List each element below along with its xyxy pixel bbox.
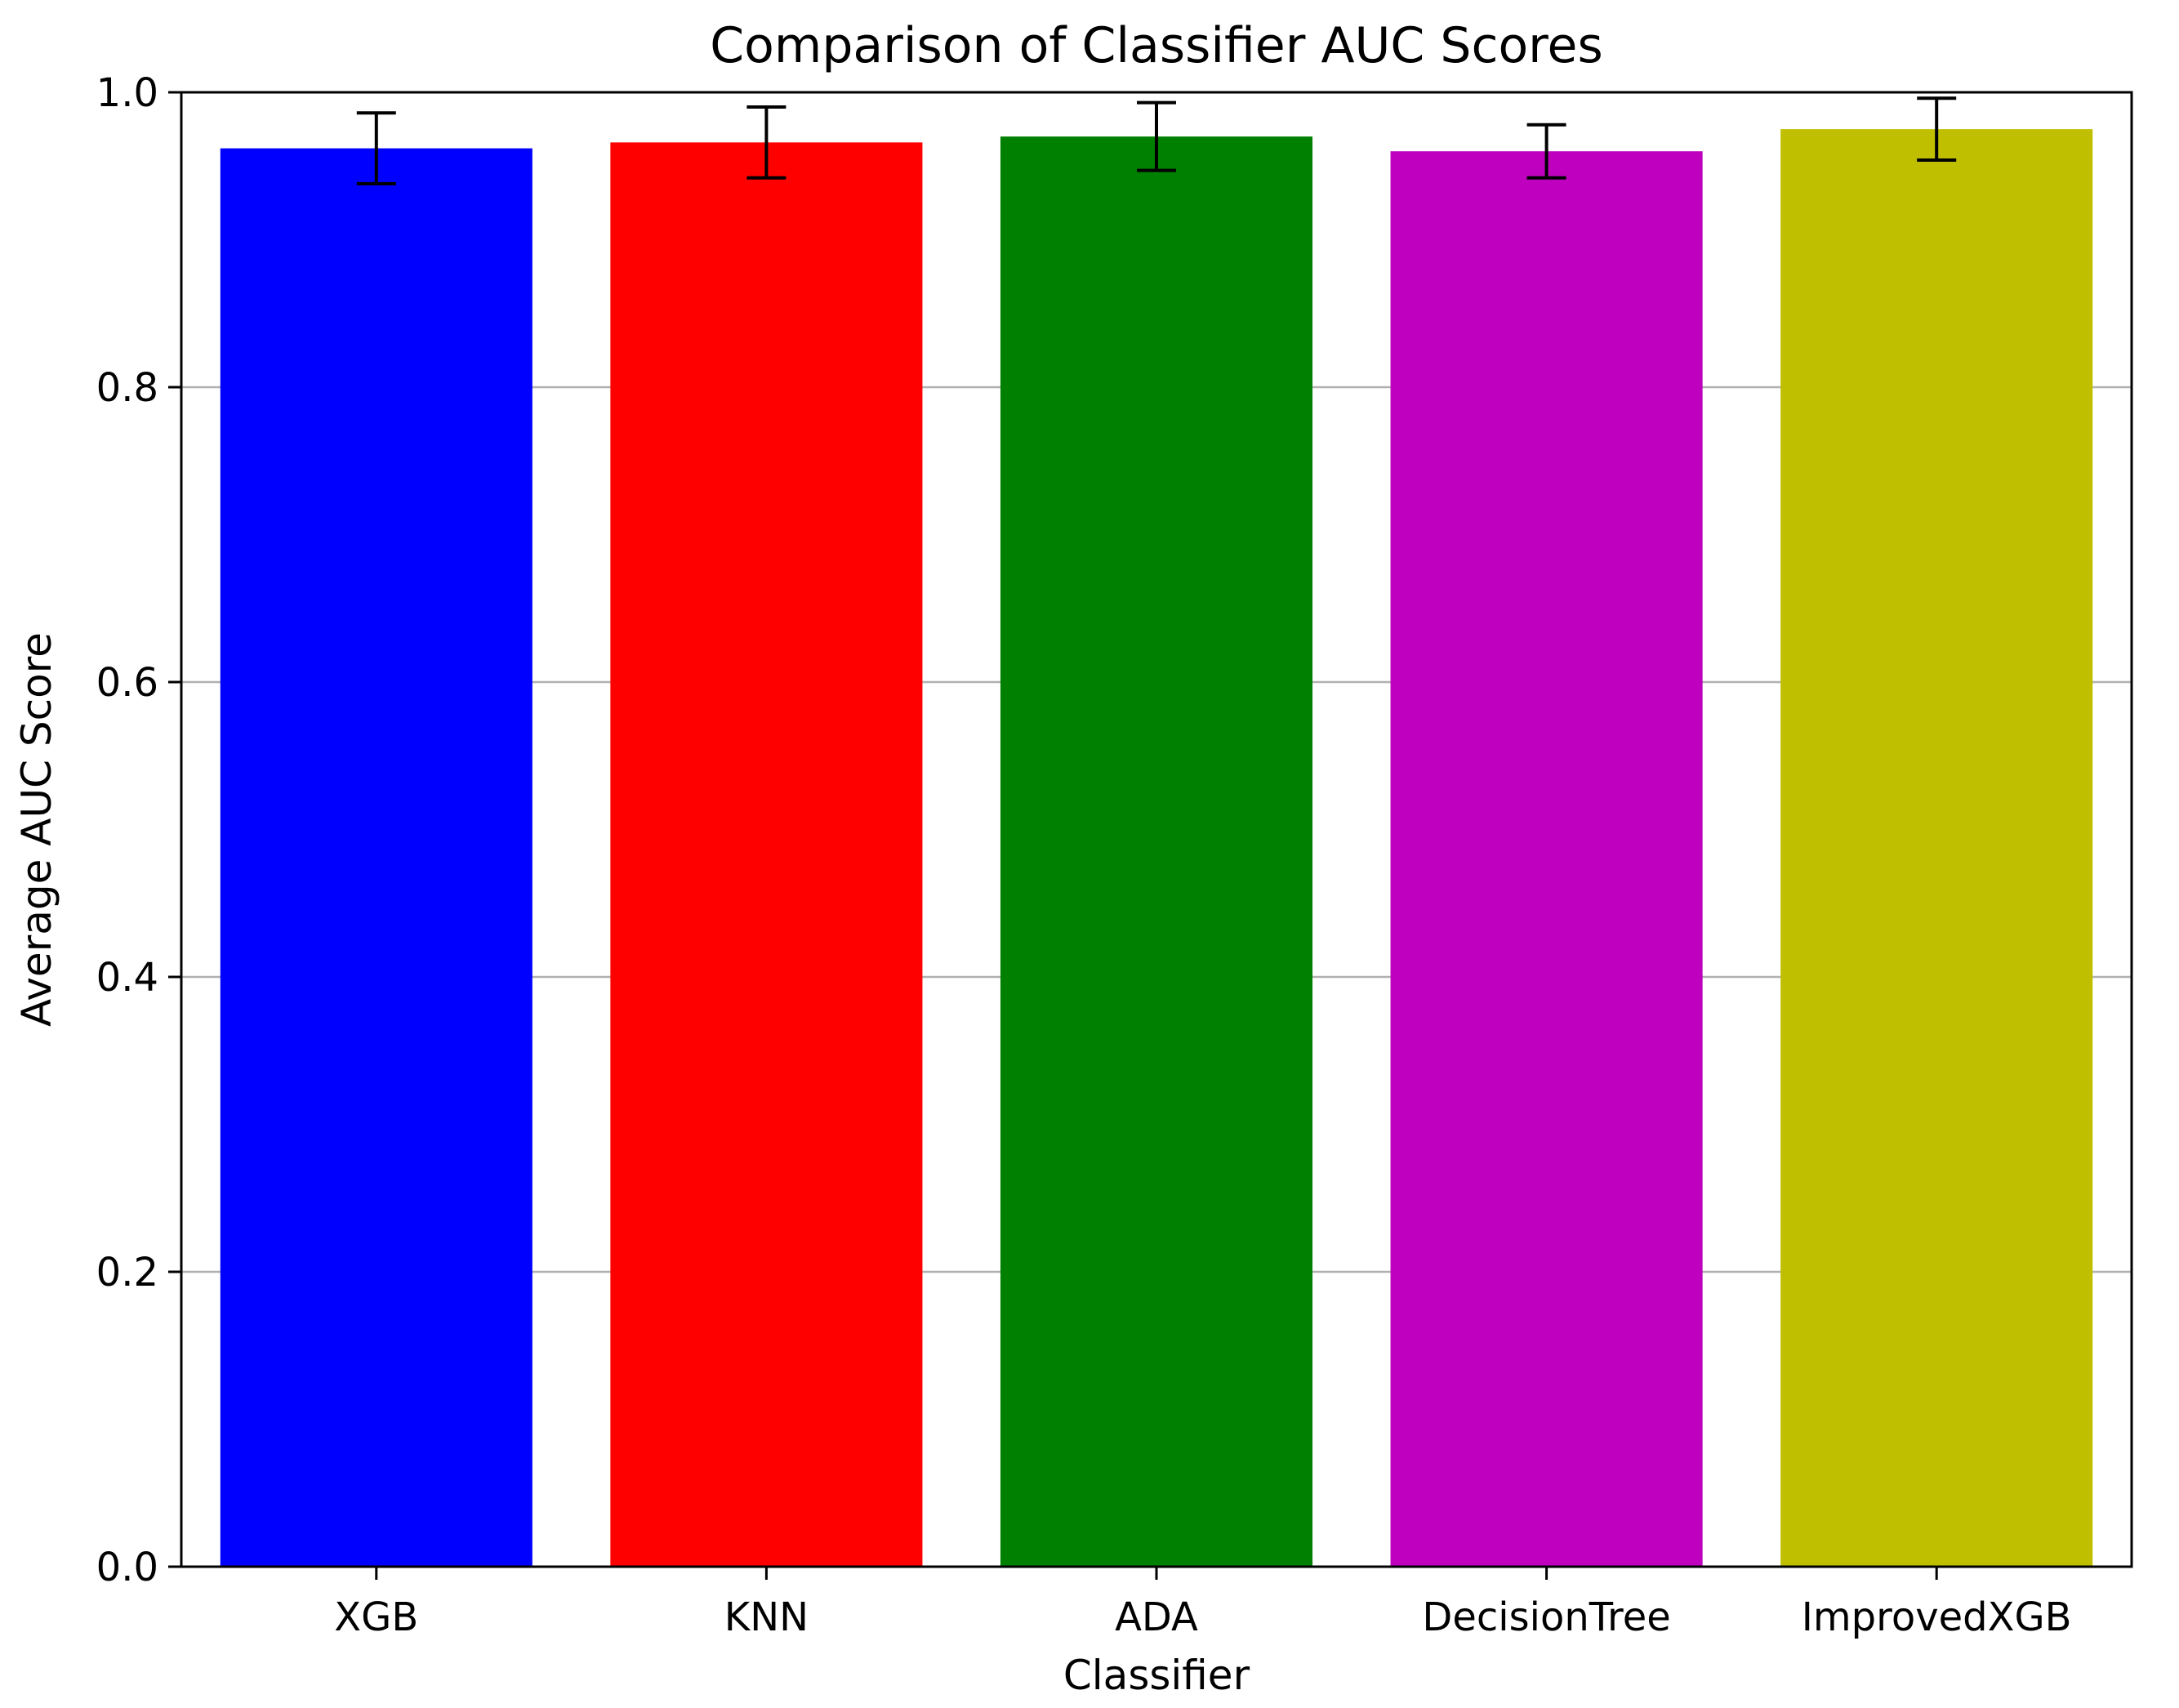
x-tick-label: ADA [1115,1594,1198,1640]
bar-improvedxgb [1780,129,2093,1567]
y-tick-label: 0.4 [96,955,158,1001]
x-tick-label: KNN [724,1594,809,1640]
chart-title: Comparison of Classifier AUC Scores [710,17,1602,74]
x-tick-label: XGB [334,1594,418,1640]
y-tick-label: 0.0 [96,1545,158,1590]
x-tick-label: DecisionTree [1422,1594,1670,1640]
y-tick-label: 0.2 [96,1250,158,1295]
y-tick-label: 0.6 [96,660,158,706]
bar-decisiontree [1390,151,1703,1568]
x-axis-label: Classifier [1063,1652,1250,1699]
y-tick-label: 0.8 [96,365,158,411]
bar-ada [1000,136,1313,1567]
bars [220,129,2093,1568]
bar-xgb [220,148,532,1568]
bar-knn [610,142,923,1567]
x-tick-label: ImprovedXGB [1802,1594,2072,1640]
error-bars [356,96,1957,185]
y-tick-label: 1.0 [96,70,158,116]
y-axis-label: Average AUC Score [13,632,60,1027]
axis-ticks: 0.0 0.2 0.4 0.6 0.8 1.0 XGB KNN ADA DecisionTree I… [96,70,2072,1640]
